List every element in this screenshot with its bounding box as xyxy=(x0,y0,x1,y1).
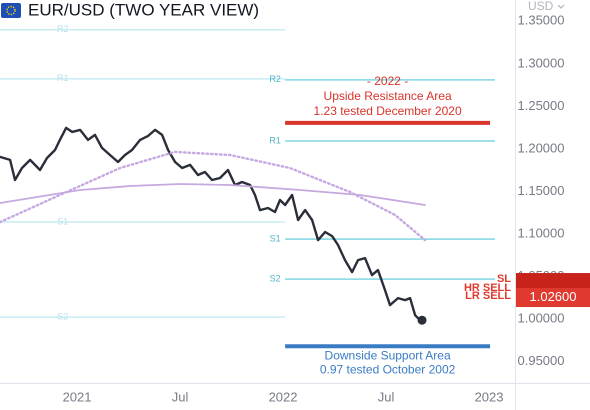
zone-annotation: - 2022 - xyxy=(367,74,408,88)
x-tick-label: Jul xyxy=(378,389,395,404)
price-line xyxy=(0,150,427,242)
y-tick-label: 1.20000 xyxy=(518,140,565,155)
pivot-label: R1 xyxy=(269,135,281,145)
pivot-label: R2 xyxy=(57,24,69,34)
pivot-label: R2 xyxy=(269,74,281,84)
x-tick-label: 2023 xyxy=(475,389,504,404)
y-tick-label: 1.10000 xyxy=(518,225,565,240)
price-line xyxy=(0,126,422,322)
y-tick-label: 1.25000 xyxy=(518,98,565,113)
signal-label: LR SELL xyxy=(465,290,511,302)
pivot-label: S1 xyxy=(270,233,281,243)
chart-title: EUR/USD (TWO YEAR VIEW) xyxy=(28,0,259,19)
x-tick-label: Jul xyxy=(172,389,189,404)
last-price-label: 1.02600 xyxy=(530,289,577,304)
pivot-label: R1 xyxy=(57,73,69,83)
x-tick-label: 2021 xyxy=(63,389,92,404)
pivot-label: S2 xyxy=(57,311,68,321)
zone-annotation: Downside Support Area xyxy=(325,348,451,362)
plot-area: R2 R1 S1 S2 R2 R1 S1 S2 - 2022 -Upside Resistanc… xyxy=(0,24,496,376)
y-tick-label: 1.00000 xyxy=(518,311,565,326)
last-point xyxy=(417,315,427,325)
y-tick-label: 1.30000 xyxy=(518,55,565,70)
zone-annotation: 1.23 tested December 2020 xyxy=(314,104,462,118)
signal-label: HR SELL xyxy=(464,282,511,294)
y-tick-label: 1.15000 xyxy=(518,183,565,198)
flag-icon xyxy=(1,3,21,18)
y-tick-label: 0.95000 xyxy=(518,353,565,368)
y-tick-label: 1.35000 xyxy=(518,13,565,28)
pivot-label: S2 xyxy=(270,273,281,283)
price-line xyxy=(0,183,426,206)
currency-dropdown[interactable] xyxy=(557,4,565,9)
pivot-label: S1 xyxy=(57,216,68,226)
last-price-box xyxy=(516,288,590,308)
zone-annotation: Upside Resistance Area xyxy=(324,89,452,103)
currency-label[interactable]: USD xyxy=(528,0,554,13)
x-tick-label: 2022 xyxy=(269,389,298,404)
signal-label: SL xyxy=(497,273,511,285)
zone-annotation: 0.97 tested October 2002 xyxy=(320,362,456,376)
